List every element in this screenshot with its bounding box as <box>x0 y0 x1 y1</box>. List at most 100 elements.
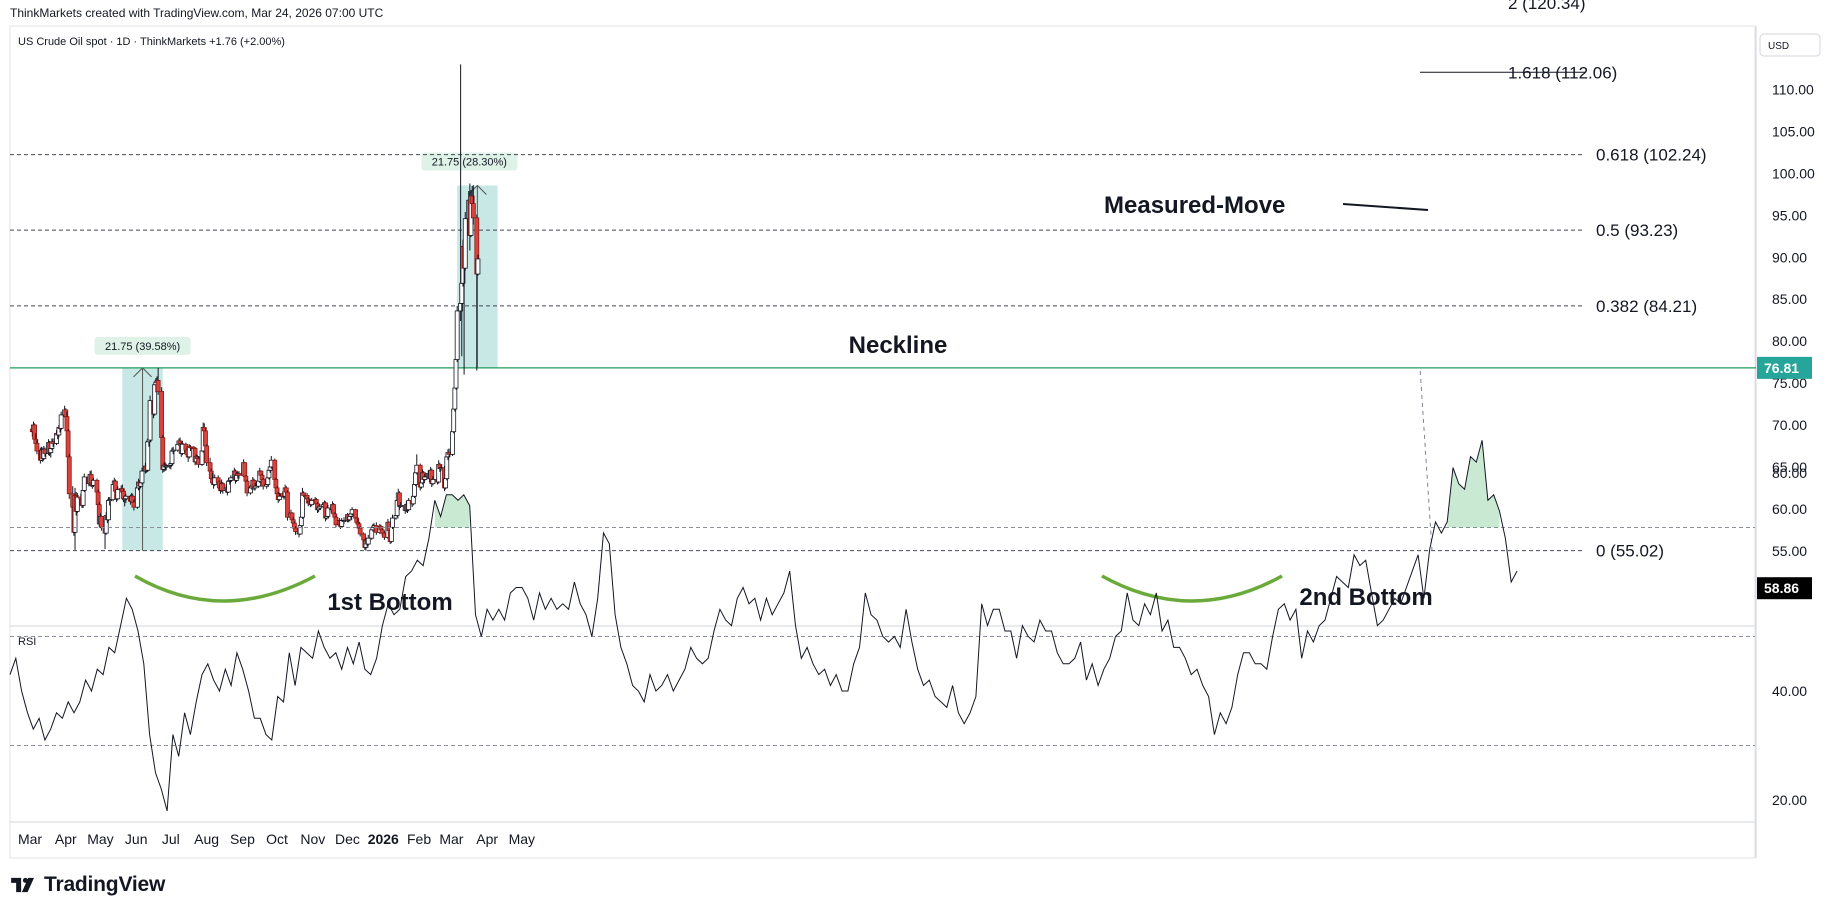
time-tick-label: 2026 <box>368 831 399 847</box>
time-tick-label: Mar <box>439 831 463 847</box>
measured-move-label: Measured-Move <box>1104 192 1285 219</box>
tradingview-logo-text: TradingView <box>44 873 166 896</box>
candle-body <box>413 472 419 485</box>
candle-body <box>242 462 248 477</box>
second-bottom-label: 2nd Bottom <box>1299 584 1432 611</box>
candle-body <box>361 533 367 541</box>
time-tick-label: Mar <box>18 831 42 847</box>
candle-body <box>451 408 457 433</box>
time-tick-label: Oct <box>266 831 288 847</box>
candle-body <box>406 500 412 511</box>
candle-body <box>365 537 371 545</box>
fib-trend-line <box>1419 367 1433 551</box>
neckline-label: Neckline <box>849 332 948 359</box>
price-tick-label: 70.00 <box>1772 417 1807 433</box>
candle-body <box>454 310 460 360</box>
candle-body <box>453 359 459 389</box>
candle-body <box>139 470 145 484</box>
candle-body <box>58 414 64 429</box>
price-axis[interactable]: 115.00110.00105.00100.0095.0090.0085.008… <box>1757 40 1815 808</box>
candle-body <box>475 258 481 275</box>
tradingview-logo-icon <box>11 877 34 893</box>
time-tick-label: Nov <box>300 831 325 847</box>
candle-body <box>301 492 307 496</box>
candle-body <box>115 489 121 500</box>
measure-box-2-label: 21.75 (28.30%) <box>432 156 507 168</box>
candle-body <box>293 527 298 532</box>
second-bottom-curve <box>1101 574 1283 603</box>
price-tick-label: 80.00 <box>1772 333 1807 349</box>
rsi-last-value-label: 58.86 <box>1764 580 1799 596</box>
time-axis[interactable]: Mar Apr May Jun Jul Aug Sep Oct Nov Dec 2026 Feb Mar… <box>18 831 535 847</box>
candle-body <box>66 456 72 495</box>
price-tick-label: 110.00 <box>1772 82 1814 98</box>
last-price-tag <box>1757 356 1812 379</box>
price-tick-label: 60.00 <box>1772 501 1807 517</box>
candle-body <box>99 515 104 528</box>
fib-label-0: 0 (55.02) <box>1596 542 1664 561</box>
time-tick-label: Jun <box>125 831 148 847</box>
candle-body <box>276 495 282 501</box>
candle-body <box>260 479 266 487</box>
candle-body <box>228 477 234 481</box>
currency-button[interactable] <box>1759 33 1821 57</box>
price-tick-label: 105.00 <box>1772 123 1815 139</box>
time-tick-label: Jul <box>162 831 180 847</box>
price-tick-label: 95.00 <box>1772 207 1807 223</box>
rsi-tick-label: 40.00 <box>1772 683 1807 699</box>
candle-body <box>80 489 86 506</box>
candle-body <box>452 387 458 410</box>
candle-body <box>353 509 358 519</box>
candle-body <box>204 445 210 464</box>
rsi-line <box>9 440 1518 812</box>
candle-body <box>74 496 80 512</box>
candle-body <box>398 505 403 507</box>
chart-frame <box>9 25 1756 859</box>
time-tick-label: Apr <box>476 831 498 847</box>
rsi-title: RSI <box>18 636 36 648</box>
measure-box-1-label: 21.75 (39.58%) <box>105 341 180 353</box>
candle-body <box>220 483 226 491</box>
candle-body <box>357 527 363 535</box>
price-tick-label: 55.00 <box>1772 543 1807 559</box>
measure-box-1-label-bg <box>94 336 191 355</box>
price-tick-label: 85.00 <box>1772 291 1807 307</box>
candle-body <box>107 499 113 502</box>
last-price-label: 76.81 <box>1764 360 1799 376</box>
rsi-tick-label: 20.00 <box>1772 792 1807 808</box>
measure-box-2-label-bg <box>421 152 518 171</box>
fib-label-1618: 1.618 (112.06) <box>1508 63 1617 82</box>
symbol-line: US Crude Oil spot · 1D · ThinkMarkets +1… <box>18 36 285 48</box>
candle-body <box>379 529 385 534</box>
candle-body <box>412 484 417 497</box>
fib-label-0618: 0.618 (102.24) <box>1596 146 1707 165</box>
time-tick-label: Dec <box>335 831 360 847</box>
fib-label-05: 0.5 (93.23) <box>1596 221 1678 240</box>
time-tick-label: May <box>509 831 535 847</box>
candle-body <box>65 430 71 458</box>
price-tick-label: 75.00 <box>1772 375 1807 391</box>
candle-body <box>203 430 208 447</box>
candle-body <box>123 495 129 500</box>
candle-body <box>450 431 455 455</box>
candle-body <box>34 443 40 452</box>
currency-label: USD <box>1768 41 1789 52</box>
price-pane: 21.75 (39.58%) 21.75 (28.30%) 0 (55.02) 0.3… <box>10 0 1756 616</box>
candle-body <box>199 450 205 465</box>
candle-body <box>341 520 347 522</box>
candle-body <box>159 391 165 438</box>
time-tick-label: Sep <box>230 831 255 847</box>
time-tick-label: Aug <box>194 831 219 847</box>
candle-body <box>64 416 70 432</box>
candle-body <box>236 473 242 476</box>
tradingview-logo[interactable]: TradingView <box>10 873 165 897</box>
first-bottom-label: 1st Bottom <box>327 589 452 616</box>
price-tick-label: 65.00 <box>1772 459 1807 475</box>
candle-body <box>285 491 290 518</box>
candle-body <box>147 400 153 441</box>
fib-label-0382: 0.382 (84.21) <box>1596 297 1697 316</box>
rsi-pane <box>9 440 1755 812</box>
candle-body <box>388 526 394 542</box>
rsi-overbought-fill <box>434 440 1500 528</box>
